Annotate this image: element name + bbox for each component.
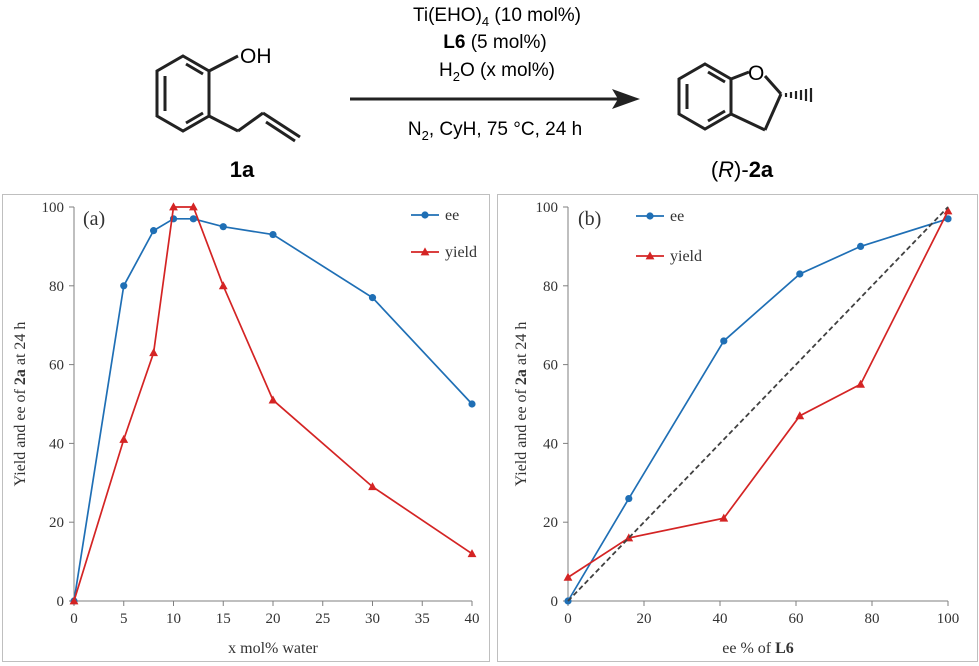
- ee-point: [219, 223, 227, 231]
- legend-marker-ee: [421, 211, 429, 219]
- ee-point: [368, 294, 377, 302]
- x-tick-label: 80: [865, 611, 880, 627]
- reaction-scheme: OH 1a Ti(EHO)4 (10 mol%) L6 (5 mol%) H2O…: [155, 5, 813, 182]
- chart-b: 0 20 40 60 80 100 0 20 40 60 80 100 (b) Yield and ee …: [513, 200, 960, 657]
- ee-point: [150, 227, 158, 235]
- legend-label-ee: ee: [445, 207, 459, 224]
- ee-point: [120, 282, 128, 290]
- legend-label-yield: yield: [445, 244, 477, 261]
- x-tick-label: 0: [70, 611, 78, 627]
- yield-point: [795, 411, 805, 420]
- x-tick-label: 30: [365, 611, 380, 627]
- x-tick-label: 40: [713, 611, 728, 627]
- yield-point: [856, 379, 865, 388]
- yield-point: [119, 434, 129, 443]
- y-tick-label: 60: [49, 358, 64, 374]
- yield-series-line: [567, 210, 949, 579]
- yield-point: [218, 281, 228, 290]
- y-tick-label: 0: [551, 594, 559, 610]
- y-axis-label: Yield and ee of 2a at 24 h: [513, 322, 530, 487]
- ee-point: [189, 215, 197, 223]
- x-tick-label: 5: [120, 611, 128, 627]
- reactant-code: 1a: [230, 157, 255, 182]
- reactant-structure: [155, 54, 301, 143]
- ring-oxygen-label: O: [748, 62, 764, 85]
- condition-ligand: L6 (5 mol%): [443, 32, 546, 53]
- ee-point: [796, 270, 804, 278]
- x-tick-label: 100: [937, 611, 960, 627]
- x-tick-label: 25: [315, 611, 330, 627]
- x-tick-label: 20: [266, 611, 281, 627]
- x-axis-label: ee % of L6: [722, 640, 794, 657]
- product-structure: [677, 62, 813, 132]
- legend-marker-yield: [420, 247, 430, 256]
- x-tick-label: 0: [564, 611, 572, 627]
- condition-water: H2O (x mol%): [439, 60, 555, 84]
- y-tick-label: 100: [536, 200, 559, 216]
- panel-label: (a): [83, 208, 105, 230]
- condition-atmosphere: N2, CyH, 75 °C, 24 h: [408, 119, 582, 143]
- y-tick-label: 100: [42, 200, 65, 216]
- y-tick-label: 0: [57, 594, 65, 610]
- yield-point: [189, 202, 198, 211]
- yield-point: [943, 206, 953, 215]
- legend-marker-ee: [646, 212, 654, 220]
- yield-point: [467, 549, 477, 558]
- ee-point: [269, 230, 277, 239]
- chart-panel-b: 0 20 40 60 80 100 0 20 40 60 80 100 (b) Yield and ee …: [497, 194, 978, 662]
- x-tick-label: 35: [415, 611, 430, 627]
- ee-point: [625, 494, 633, 503]
- y-tick-label: 60: [543, 358, 558, 374]
- legend-label-ee: ee: [670, 208, 684, 225]
- y-tick-label: 40: [49, 436, 64, 452]
- ee-series-line: [567, 218, 949, 602]
- yield-point: [368, 482, 377, 491]
- y-axis-label: Yield and ee of 2a at 24 h: [12, 322, 29, 487]
- legend-marker-yield: [645, 251, 655, 260]
- yield-point: [169, 202, 178, 211]
- yield-point: [719, 513, 729, 522]
- ee-point: [857, 242, 865, 250]
- conditions: Ti(EHO)4 (10 mol%) L6 (5 mol%) H2O (x mo…: [408, 5, 582, 143]
- yield-point: [563, 572, 573, 581]
- ee-point: [468, 400, 476, 408]
- x-axis-label: x mol% water: [228, 640, 318, 657]
- legend-label-yield: yield: [670, 248, 702, 265]
- diagonal-series-line: [567, 206, 949, 602]
- hydroxyl-label: OH: [240, 45, 272, 68]
- yield-point: [69, 596, 79, 605]
- product-code: (R)-2a: [711, 157, 774, 182]
- x-tick-label: 10: [166, 611, 181, 627]
- yield-point: [149, 348, 158, 357]
- condition-catalyst: Ti(EHO)4 (10 mol%): [413, 5, 581, 29]
- y-tick-label: 20: [49, 515, 64, 531]
- chart-a: 0 20 40 60 80 100 0 5 10 15 20 25 30 35 40 (a) Yield and…: [12, 200, 480, 657]
- x-tick-label: 40: [465, 611, 480, 627]
- y-tick-label: 80: [543, 279, 558, 295]
- ee-point: [720, 337, 728, 345]
- panel-label: (b): [578, 208, 601, 230]
- ee-point: [944, 215, 952, 223]
- x-tick-label: 60: [789, 611, 804, 627]
- chart-panel-a: 0 20 40 60 80 100 0 5 10 15 20 25 30 35 40 (a) Yield and…: [2, 194, 490, 662]
- reaction-arrow: [350, 89, 640, 109]
- y-tick-label: 20: [543, 515, 558, 531]
- x-tick-label: 15: [216, 611, 231, 627]
- y-tick-label: 80: [49, 279, 64, 295]
- yield-point: [268, 395, 278, 404]
- x-tick-label: 20: [637, 611, 652, 627]
- y-tick-label: 40: [543, 436, 558, 452]
